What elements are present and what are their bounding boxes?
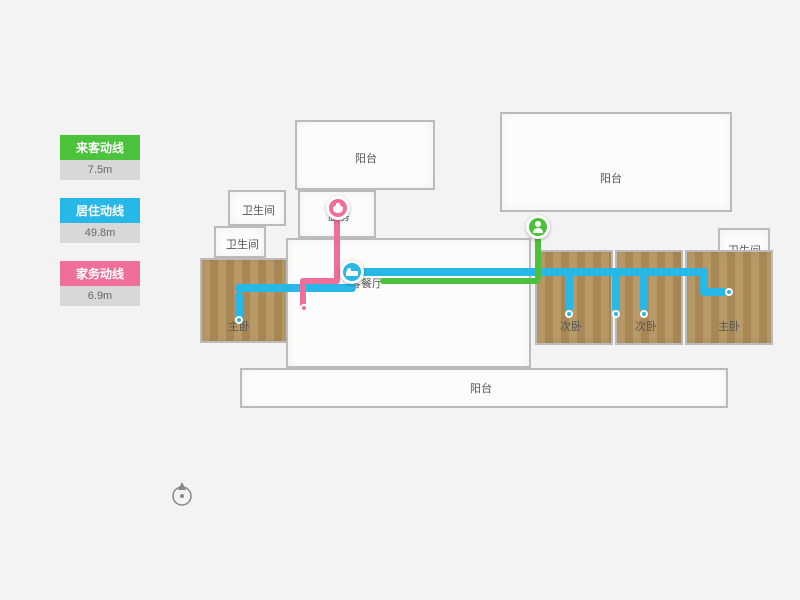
visitor-path-seg-1 (380, 278, 540, 284)
living-path-seg-1 (235, 284, 355, 292)
legend: 来客动线 7.5m 居住动线 49.8m 家务动线 6.9m (60, 135, 140, 324)
balcony-top-left-label: 阳台 (355, 150, 377, 166)
balcony-top-right (500, 112, 732, 212)
living-path-seg-6 (640, 268, 648, 312)
legend-housework-value: 6.9m (60, 286, 140, 306)
legend-living-value: 49.8m (60, 223, 140, 243)
legend-visitor-label: 来客动线 (60, 135, 140, 160)
master-right-label: 主卧 (718, 318, 740, 334)
bath-lower-label: 卫生间 (226, 236, 259, 252)
visitor-node-icon (526, 215, 550, 239)
living-path-seg-8 (700, 288, 728, 296)
legend-housework: 家务动线 6.9m (60, 261, 140, 306)
compass-icon (168, 480, 196, 513)
housework-node-icon (326, 196, 350, 220)
living-path-seg-5 (612, 268, 620, 312)
floorplan: 阳台阳台厨房卫生间卫生间客餐厅主卧次卧次卧卫生间主卧阳台 (200, 120, 780, 470)
balcony-top-right-label: 阳台 (600, 170, 622, 186)
path-dot-1 (565, 310, 573, 318)
path-dot-5 (300, 304, 308, 312)
legend-visitor-value: 7.5m (60, 160, 140, 180)
legend-visitor: 来客动线 7.5m (60, 135, 140, 180)
path-dot-0 (235, 316, 243, 324)
legend-living-label: 居住动线 (60, 198, 140, 223)
path-dot-2 (612, 310, 620, 318)
secondary-1-label: 次卧 (560, 318, 582, 334)
legend-housework-label: 家务动线 (60, 261, 140, 286)
balcony-bottom-label: 阳台 (470, 380, 492, 396)
living-path-seg-3 (348, 268, 708, 276)
bath-upper-label: 卫生间 (242, 202, 275, 218)
living-path-seg-4 (565, 268, 573, 312)
path-dot-3 (640, 310, 648, 318)
living-dining (286, 238, 531, 368)
housework-path-seg-1 (300, 278, 340, 284)
secondary-2-label: 次卧 (635, 318, 657, 334)
living-node-icon (340, 260, 364, 284)
legend-living: 居住动线 49.8m (60, 198, 140, 243)
path-dot-4 (725, 288, 733, 296)
